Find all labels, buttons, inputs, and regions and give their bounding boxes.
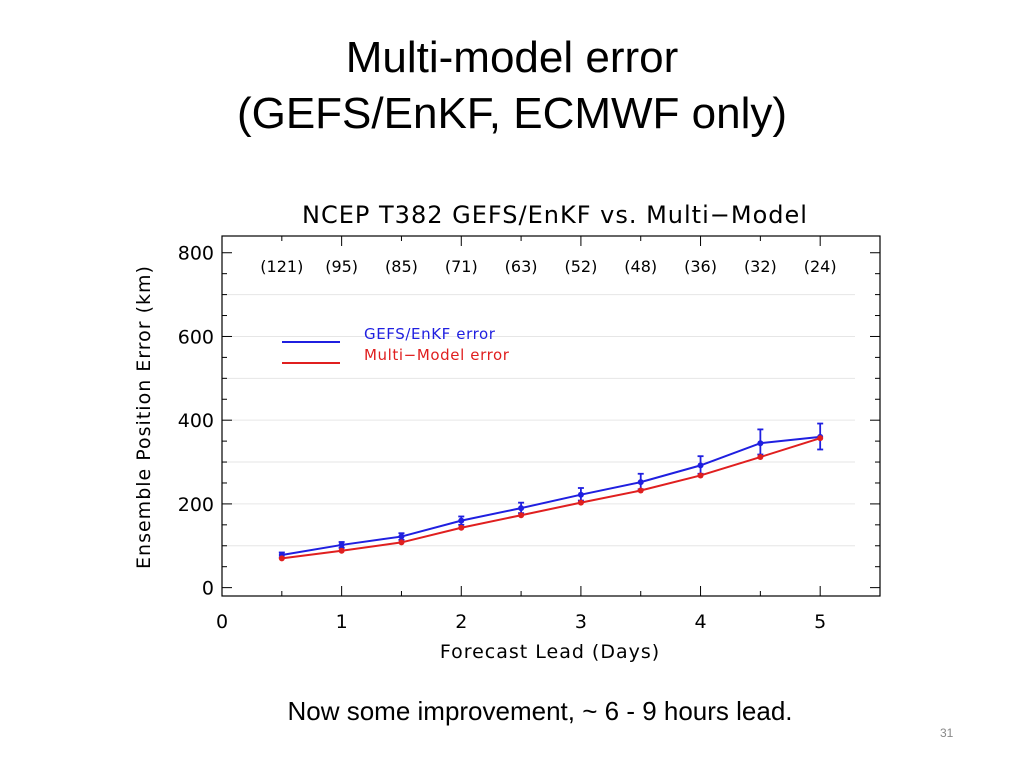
series-line-0: [281, 435, 821, 556]
data-point: [757, 440, 764, 447]
y-tick-label: 200: [178, 494, 214, 516]
slide-caption: Now some improvement, ~ 6 - 9 hours lead…: [287, 696, 793, 726]
data-point: [577, 499, 584, 506]
data-point: [458, 517, 465, 524]
sample-size-label: (36): [684, 257, 717, 276]
data-point: [398, 539, 405, 546]
sample-size-label: (48): [624, 257, 657, 276]
y-axis-label: Ensemble Position Error (km): [133, 265, 155, 569]
y-tick-label: 800: [178, 243, 214, 265]
sample-size-label: (52): [564, 257, 597, 276]
series-line-1: [281, 437, 821, 560]
sample-size-label: (24): [804, 257, 837, 276]
slide-title-line-2: (GEFS/EnKF, ECMWF only): [236, 89, 788, 138]
data-point: [278, 555, 285, 562]
x-tick-label: 0: [216, 611, 228, 633]
x-axis-label: Forecast Lead (Days): [440, 641, 660, 663]
slide-title-line-1: Multi-model error: [345, 33, 679, 82]
x-tick-label: 3: [575, 611, 587, 633]
data-point: [577, 491, 584, 498]
sample-size-label: (32): [744, 257, 777, 276]
sample-size-label: (95): [325, 257, 358, 276]
data-point: [637, 479, 644, 486]
data-point: [518, 512, 525, 519]
slide-title: Multi-model error (GEFS/EnKF, ECMWF only…: [0, 30, 1024, 142]
y-tick-label: 0: [202, 578, 214, 600]
data-point: [817, 435, 824, 442]
slide-number: 31: [940, 726, 954, 740]
y-tick-label: 400: [178, 410, 214, 432]
x-tick-label: 2: [455, 611, 467, 633]
data-point: [338, 541, 345, 548]
sample-size-label: (71): [445, 257, 478, 276]
data-point: [338, 547, 345, 554]
data-point: [398, 533, 405, 540]
plot-area: 0 1 2 3 4 5 0 200 400 600 800 (121) (95) (85) (71) (63)…: [178, 235, 881, 633]
data-point: [697, 462, 704, 469]
data-point: [637, 487, 644, 494]
data-point: [757, 454, 764, 461]
plot-frame: [221, 235, 881, 597]
sample-size-label: (85): [385, 257, 418, 276]
x-tick-label: 5: [814, 611, 826, 633]
data-point: [518, 505, 525, 512]
x-tick-label: 1: [336, 611, 348, 633]
x-tick-label: 4: [694, 611, 706, 633]
legend-label: Multi−Model error: [364, 346, 510, 364]
data-point: [697, 472, 704, 479]
legend-label: GEFS/EnKF error: [364, 325, 496, 343]
y-tick-label: 600: [178, 326, 214, 348]
sample-size-label: (63): [505, 257, 538, 276]
data-point: [458, 524, 465, 531]
sample-size-label: (121): [260, 257, 303, 276]
chart-title: NCEP T382 GEFS/EnKF vs. Multi−Model: [302, 201, 808, 229]
chart: NCEP T382 GEFS/EnKF vs. Multi−Model 0 1 2 3…: [133, 201, 881, 663]
